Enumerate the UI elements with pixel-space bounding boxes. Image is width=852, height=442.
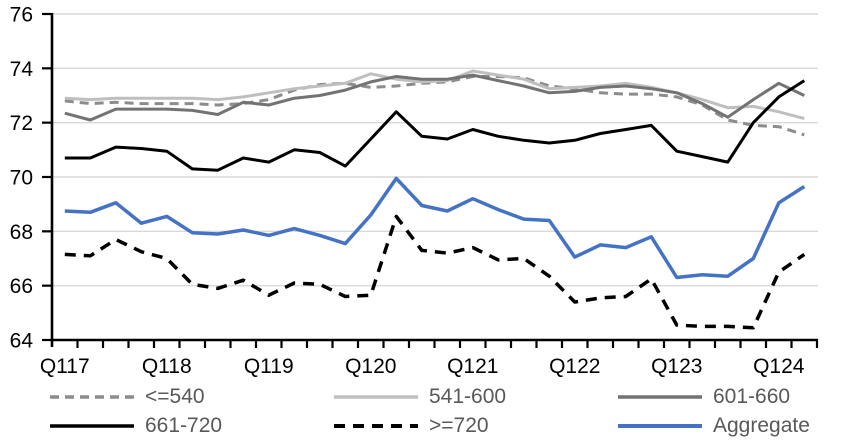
legend-item-541-600: 541-600: [332, 385, 507, 408]
y-axis-tick-label: 74: [10, 58, 34, 81]
gridlines: [52, 13, 818, 287]
axes: [50, 13, 818, 347]
legend-label: <=540: [145, 385, 205, 408]
x-axis-tick-label: Q117: [40, 355, 90, 378]
series-line-ge-720: [64, 214, 806, 330]
legend-label: 601-660: [713, 385, 791, 408]
legend-label: 541-600: [429, 385, 507, 408]
y-axis-ticks: 64 66 68 70 72 74 76: [10, 4, 52, 353]
legend-item-le-540: <=540: [48, 385, 205, 408]
x-axis-tick-label: Q121: [447, 355, 498, 378]
x-axis-tick-label: Q119: [244, 355, 294, 378]
y-axis-tick-label: 72: [10, 112, 33, 135]
legend-item-aggregate: Aggregate: [616, 414, 810, 437]
legend-swatch-line-icon: [618, 395, 702, 399]
y-axis-tick-label: 68: [10, 221, 33, 244]
legend-swatch-line-icon: [50, 424, 134, 428]
x-axis-labels: Q117 Q118 Q119 Q120 Q121 Q122 Q123 Q124: [40, 355, 805, 378]
legend-swatch-line-icon: [50, 395, 134, 399]
series-line-aggregate: [64, 176, 806, 280]
legend-item-601-660: 601-660: [616, 385, 791, 408]
series-line-601-660: [64, 73, 805, 122]
x-axis-ticks: [76, 340, 819, 348]
legend-swatch-line-icon: [618, 424, 702, 428]
x-axis-tick-label: Q124: [753, 355, 805, 378]
x-axis-tick-label: Q123: [651, 355, 702, 378]
x-axis-tick-label: Q120: [345, 355, 396, 378]
legend-label: Aggregate: [713, 414, 810, 437]
legend-swatch-line-icon: [334, 424, 418, 428]
x-axis-tick-label: Q118: [142, 355, 192, 378]
legend-item-661-720: 661-720: [48, 414, 223, 437]
y-axis-tick-label: 70: [10, 167, 33, 190]
legend-swatch-line-icon: [334, 395, 418, 399]
series-line-le-540: [64, 75, 805, 137]
legend-label: >=720: [429, 414, 489, 437]
line-chart: 64 66 68 70 72 74 76 Q117 Q118 Q119 Q120 Q121 Q122 Q1…: [10, 4, 819, 378]
y-axis-tick-label: 76: [10, 4, 33, 27]
x-axis-tick-label: Q122: [549, 355, 600, 378]
y-axis-tick-label: 64: [10, 330, 34, 353]
series-line-661-720: [64, 79, 806, 172]
legend-item-ge-720: >=720: [332, 414, 489, 437]
legend-label: 661-720: [145, 414, 223, 437]
y-axis-tick-label: 66: [10, 275, 33, 298]
